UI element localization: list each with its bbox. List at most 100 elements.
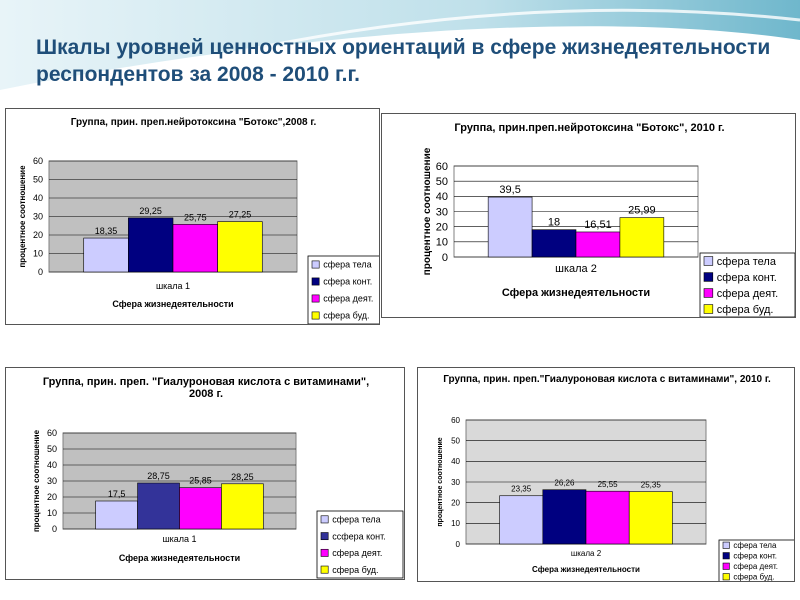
bar	[128, 217, 174, 273]
y-tick-label: 20	[33, 230, 43, 240]
legend-box	[307, 255, 379, 324]
chart-title: Группа, прин. преп."Гиалуроновая кислота…	[443, 374, 771, 385]
bar	[499, 495, 544, 545]
y-tick-label: 30	[451, 478, 460, 487]
y-tick-label: 60	[436, 161, 448, 173]
y-tick-label: 10	[436, 237, 448, 249]
chart-title: Группа, прин.преп.нейротоксина "Ботокс",…	[454, 122, 725, 134]
y-tick-label: 10	[47, 508, 57, 518]
legend-swatch	[320, 532, 329, 541]
y-tick-label: 50	[436, 176, 448, 188]
bar	[83, 237, 129, 273]
bar	[628, 491, 673, 545]
legend-label: сфера буд.	[717, 304, 774, 316]
legend-swatch	[311, 294, 320, 303]
chart: 0 10 20 30 40 50 60 процентное соотношение 23,35…	[437, 416, 794, 581]
chart-title: Группа, прин. преп. "Гиалуроновая кислот…	[42, 376, 370, 400]
legend-swatch	[722, 541, 730, 549]
value-label: 25,99	[628, 205, 656, 217]
y-tick-label: 30	[436, 206, 448, 218]
legend-swatch	[320, 548, 329, 557]
legend-swatch	[722, 573, 730, 581]
value-label: 27,25	[229, 210, 252, 220]
bar	[619, 217, 665, 258]
legend-swatch	[311, 311, 320, 320]
chart: 0 10 20 30 40 50 60 процентное соотношение 18,35…	[18, 156, 379, 324]
legend-label: сфера буд.	[733, 573, 774, 581]
value-label: 18	[548, 217, 560, 229]
legend-swatch	[722, 562, 730, 570]
x-axis-label: Сфера жизнедеятельности	[119, 553, 240, 563]
legend-label: сфера конт.	[323, 277, 372, 287]
value-label: 29,25	[139, 206, 162, 216]
bar	[95, 500, 138, 530]
bar	[179, 487, 222, 530]
y-tick-label: 0	[456, 540, 461, 549]
legend-swatch	[311, 277, 320, 286]
y-tick-label: 10	[33, 249, 43, 259]
legend-label: сфера тела	[733, 541, 777, 550]
legend-label: сфера буд.	[332, 565, 378, 575]
legend-label: ссфера конт.	[332, 531, 386, 541]
legend-swatch	[703, 256, 714, 266]
value-label: 23,35	[511, 485, 532, 494]
bar	[585, 490, 630, 545]
x-tick-label: шкала 1	[162, 534, 196, 544]
y-tick-label: 0	[442, 252, 448, 264]
y-axis-label: процентное соотношение	[18, 165, 27, 268]
x-axis-label: Сфера жизнедеятельности	[502, 287, 650, 299]
legend-label: сфера буд.	[323, 311, 369, 321]
y-tick-label: 20	[451, 498, 460, 507]
chart-title: Группа, прин. преп.нейротоксина "Ботокс"…	[70, 117, 317, 128]
value-label: 28,25	[231, 472, 254, 482]
value-label: 28,75	[147, 471, 170, 481]
legend-label: сфера тела	[323, 260, 371, 270]
legend-box	[316, 510, 404, 579]
y-tick-label: 50	[451, 436, 460, 445]
y-tick-label: 40	[451, 457, 460, 466]
y-tick-label: 40	[47, 460, 57, 470]
value-label: 25,55	[598, 480, 619, 489]
y-tick-label: 50	[33, 175, 43, 185]
y-tick-label: 60	[451, 416, 460, 425]
y-tick-label: 0	[38, 267, 43, 277]
legend-label: сфера конт.	[733, 552, 777, 561]
chart: 0 10 20 30 40 50 60 процентное соотношение 17,5 2…	[32, 428, 404, 579]
bar	[542, 489, 587, 545]
value-label: 17,5	[108, 489, 126, 499]
legend-label: сфера деят.	[717, 288, 778, 300]
y-tick-label: 20	[47, 492, 57, 502]
bar	[487, 196, 533, 258]
x-tick-label: шкала 2	[571, 549, 602, 558]
x-axis-label: Сфера жизнедеятельности	[112, 299, 233, 309]
legend-swatch	[311, 260, 320, 269]
y-tick-label: 50	[47, 444, 57, 454]
legend-swatch	[320, 515, 329, 524]
chart-panel: 0 10 20 30 40 50 60 процентное соотношение 17,5 2…	[5, 367, 405, 580]
slide-title: Шкалы уровней ценностных ориентаций в сф…	[36, 36, 771, 86]
legend-label: сфера конт.	[717, 272, 777, 284]
y-tick-label: 60	[33, 156, 43, 166]
legend-label: сфера тела	[332, 515, 380, 525]
y-tick-label: 40	[436, 191, 448, 203]
value-label: 18,35	[95, 226, 118, 236]
y-tick-label: 0	[52, 524, 57, 534]
legend-swatch	[703, 288, 714, 298]
y-axis-label: процентное соотношение	[422, 147, 433, 275]
legend-swatch	[703, 304, 714, 314]
y-tick-label: 20	[436, 222, 448, 234]
value-label: 39,5	[499, 184, 520, 196]
y-tick-label: 30	[47, 476, 57, 486]
legend-swatch	[722, 552, 730, 560]
y-tick-label: 40	[33, 193, 43, 203]
x-tick-label: шкала 2	[555, 263, 597, 275]
bar	[217, 221, 263, 273]
bar	[575, 231, 621, 258]
chart-panel: 0 10 20 30 40 50 60 процентное соотношение 18,35…	[5, 108, 380, 325]
bar	[531, 229, 577, 258]
legend-box	[718, 539, 794, 581]
y-axis-label: процентное соотношение	[437, 437, 444, 526]
